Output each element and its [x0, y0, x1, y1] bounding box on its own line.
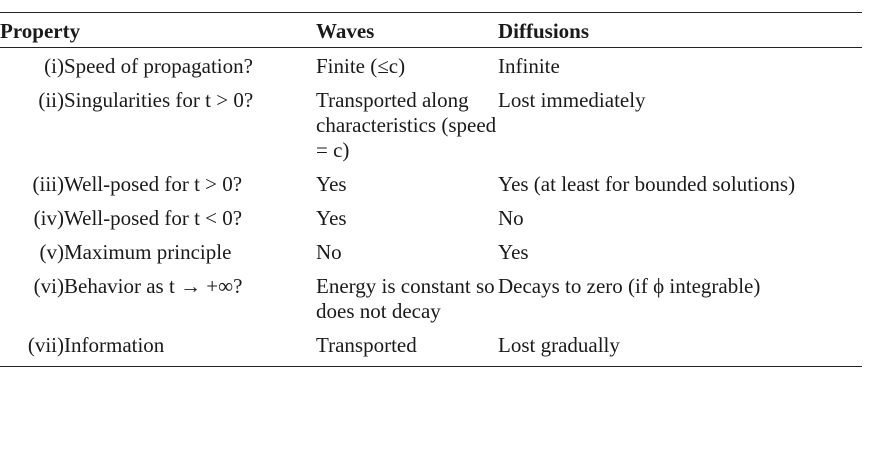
row-number: (iv) [33, 206, 64, 230]
row-diffusions: Infinite [498, 54, 560, 78]
row-waves: No [316, 240, 342, 264]
table-row: (vi) Behavior as t → +∞? Energy is const… [0, 270, 862, 329]
row-diffusions: Decays to zero (if ϕ integrable) [498, 274, 761, 298]
row-waves: Finite (≤c) [316, 54, 406, 78]
row-property: Singularities for t > 0? [64, 88, 254, 112]
row-property: Information [64, 333, 165, 357]
row-waves: Energy is constant so does not decay [316, 274, 495, 323]
table-row: (iv) Well-posed for t < 0? Yes No [0, 202, 862, 236]
row-property: Speed of propagation? [64, 54, 253, 78]
row-property: Well-posed for t < 0? [64, 206, 243, 230]
table-row: (ii) Singularities for t > 0? Transporte… [0, 84, 862, 168]
row-diffusions: No [498, 206, 524, 230]
row-number: (iii) [32, 172, 65, 196]
header-row: Property Waves Diffusions [0, 12, 862, 48]
row-diffusions: Yes (at least for bounded solutions) [498, 172, 796, 196]
row-waves: Yes [316, 172, 347, 196]
row-number: (i) [44, 54, 64, 78]
header-diffusions: Diffusions [498, 12, 862, 48]
table-row: (v) Maximum principle No Yes [0, 236, 862, 270]
comparison-table: Property Waves Diffusions (i) Speed of p… [0, 12, 862, 367]
row-diffusions: Lost immediately [498, 88, 646, 112]
row-number: (vi) [33, 274, 64, 298]
row-number: (vii) [27, 333, 64, 357]
row-diffusions: Lost gradually [498, 333, 620, 357]
row-property: Well-posed for t > 0? [64, 172, 243, 196]
table-row: (vii) Information Transported Lost gradu… [0, 329, 862, 367]
header-property: Property [0, 12, 316, 48]
row-diffusions: Yes [498, 240, 529, 264]
header-waves: Waves [316, 12, 498, 48]
table-row: (i) Speed of propagation? Finite (≤c) In… [0, 48, 862, 85]
row-waves: Transported along characteristics (speed… [316, 88, 497, 162]
table-row: (iii) Well-posed for t > 0? Yes Yes (at … [0, 168, 862, 202]
row-property: Maximum principle [64, 240, 232, 264]
row-property: Behavior as t → +∞? [64, 274, 243, 298]
row-waves: Yes [316, 206, 347, 230]
row-waves: Transported [316, 333, 417, 357]
row-number: (v) [39, 240, 65, 264]
row-number: (ii) [38, 88, 64, 112]
